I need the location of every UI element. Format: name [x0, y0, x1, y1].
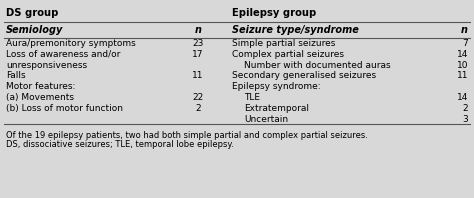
Bar — [4, 5, 470, 22]
Text: (a) Movements: (a) Movements — [6, 93, 74, 102]
Text: TLE: TLE — [244, 93, 260, 102]
Text: n: n — [194, 25, 201, 35]
Text: 14: 14 — [456, 93, 468, 102]
Text: 11: 11 — [456, 71, 468, 80]
Text: Epilepsy group: Epilepsy group — [232, 8, 316, 18]
Text: 14: 14 — [456, 50, 468, 59]
Text: Uncertain: Uncertain — [244, 114, 288, 124]
Text: 3: 3 — [462, 114, 468, 124]
Text: Falls: Falls — [6, 71, 26, 80]
Text: Of the 19 epilepsy patients, two had both simple partial and complex partial sei: Of the 19 epilepsy patients, two had bot… — [6, 131, 368, 140]
Text: Seizure type/syndrome: Seizure type/syndrome — [232, 25, 359, 35]
Text: Epilepsy syndrome:: Epilepsy syndrome: — [232, 82, 320, 91]
Text: 17: 17 — [192, 50, 204, 59]
Text: DS, dissociative seizures; TLE, temporal lobe epilepsy.: DS, dissociative seizures; TLE, temporal… — [6, 140, 234, 149]
Text: 23: 23 — [192, 39, 204, 48]
Text: Aura/premonitory symptoms: Aura/premonitory symptoms — [6, 39, 136, 48]
Text: Complex partial seizures: Complex partial seizures — [232, 50, 344, 59]
Text: (b) Loss of motor function: (b) Loss of motor function — [6, 104, 123, 113]
Text: Semiology: Semiology — [6, 25, 64, 35]
Bar — [4, 22, 470, 38]
Text: Simple partial seizures: Simple partial seizures — [232, 39, 336, 48]
Text: Extratemporal: Extratemporal — [244, 104, 309, 113]
Text: n: n — [461, 25, 468, 35]
Text: 22: 22 — [192, 93, 204, 102]
Text: DS group: DS group — [6, 8, 58, 18]
Text: 2: 2 — [195, 104, 201, 113]
Text: Loss of awareness and/or: Loss of awareness and/or — [6, 50, 120, 59]
Text: Motor features:: Motor features: — [6, 82, 75, 91]
Text: 11: 11 — [192, 71, 204, 80]
Bar — [4, 38, 470, 124]
Text: Secondary generalised seizures: Secondary generalised seizures — [232, 71, 376, 80]
Text: 2: 2 — [462, 104, 468, 113]
Text: 10: 10 — [456, 61, 468, 69]
Text: unresponsiveness: unresponsiveness — [6, 61, 87, 69]
Text: 7: 7 — [462, 39, 468, 48]
Text: Number with documented auras: Number with documented auras — [244, 61, 391, 69]
